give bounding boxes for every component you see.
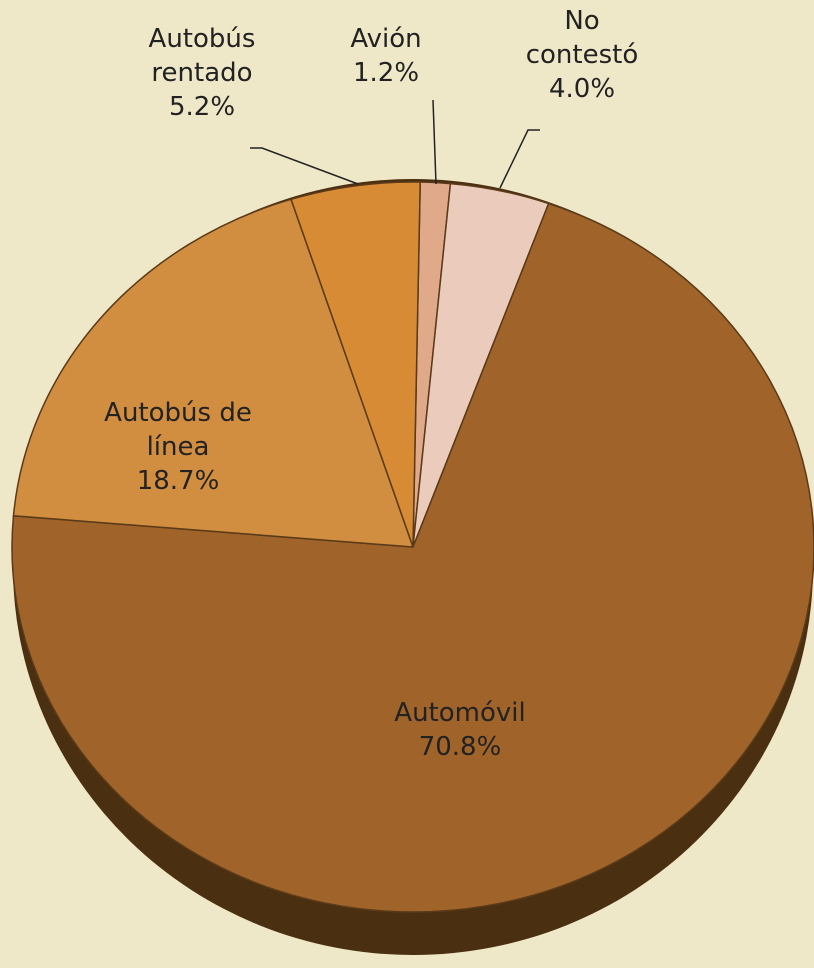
- leader-line: [432, 99, 437, 185]
- category-label: Autobús de línea: [104, 398, 252, 462]
- slice-label: Avión 1.2%: [336, 22, 436, 90]
- value-label: 1.2%: [352, 58, 420, 88]
- category-label: Automóvil: [394, 698, 526, 728]
- pie-slice: [290, 181, 421, 548]
- category-label: No contestó: [525, 6, 639, 70]
- value-label: 4.0%: [548, 74, 616, 104]
- category-label: Avión: [350, 24, 422, 54]
- value-label: 18.7%: [136, 466, 220, 496]
- category-label: Autobús rentado: [148, 24, 256, 88]
- slice-label: Automóvil 70.8%: [350, 696, 570, 764]
- slice-label: Autobús de línea 18.7%: [103, 396, 253, 498]
- value-label: 5.2%: [168, 92, 236, 122]
- slice-label: Autobús rentado 5.2%: [122, 22, 282, 124]
- slice-label: No contestó 4.0%: [512, 4, 652, 106]
- pie-slice: [11, 202, 814, 913]
- leader-line: [499, 129, 540, 189]
- pie-slice: [12, 198, 415, 548]
- leader-line: [250, 147, 359, 185]
- value-label: 70.8%: [418, 732, 502, 762]
